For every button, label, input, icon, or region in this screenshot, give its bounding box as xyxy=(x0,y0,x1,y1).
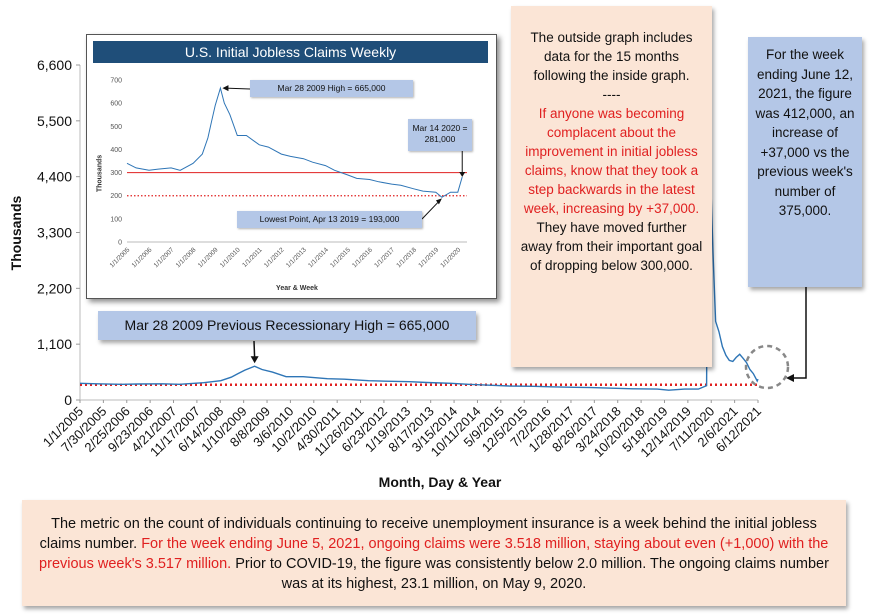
continuing-claims-text-1: The metric on the count of individuals c… xyxy=(39,516,817,552)
commentary-separator: ---- xyxy=(602,87,621,102)
inset-y-tick-label: 600 xyxy=(110,101,122,108)
commentary-box: The outside graph includes data for the … xyxy=(511,6,712,367)
main-y-tick-label: 0 xyxy=(64,392,72,408)
inset-x-tick-label: 1/1/2012 xyxy=(263,246,286,269)
inset-high-callout: Mar 28 2009 High = 665,000 xyxy=(250,80,413,97)
inset-y-axis-title: Thousands xyxy=(96,154,104,193)
week-ending-arrow xyxy=(792,287,807,379)
inset-low-arrow xyxy=(421,199,441,220)
inset-x-tick-label: 1/1/2007 xyxy=(153,246,176,269)
inset-chart-title: U.S. Initial Jobless Claims Weekly xyxy=(93,41,488,63)
main-y-tick-label: 4,400 xyxy=(37,169,72,185)
commentary-warning: If anyone was becoming complacent about … xyxy=(519,104,704,275)
commentary-warning-black: They have moved further away from their … xyxy=(520,220,703,273)
inset-y-tick-label: 0 xyxy=(118,240,122,247)
inset-x-tick-label: 1/1/2015 xyxy=(329,246,352,269)
inset-mar2020-callout-text: Mar 14 2020 = 281,000 xyxy=(412,123,468,144)
recession-high-callout-text: Mar 28 2009 Previous Recessionary High =… xyxy=(124,317,450,333)
inset-x-axis-title: Year & Week xyxy=(276,285,318,292)
inset-y-tick-label: 300 xyxy=(110,170,122,177)
inset-y-tick-label: 500 xyxy=(110,124,122,131)
inset-mar2020-arrow-head xyxy=(459,171,466,177)
main-y-tick-label: 1,100 xyxy=(37,336,72,352)
recession-high-callout: Mar 28 2009 Previous Recessionary High =… xyxy=(98,311,476,340)
inset-x-tick-label: 1/1/2020 xyxy=(439,246,462,269)
week-ending-arrow-head xyxy=(786,374,794,382)
inset-low-callout-text: Lowest Point, Apr 13 2019 = 193,000 xyxy=(259,214,400,224)
main-y-tick-label: 6,600 xyxy=(37,57,72,73)
main-y-tick-label: 2,200 xyxy=(37,280,72,296)
inset-y-tick-label: 100 xyxy=(110,216,122,223)
inset-x-tick-label: 1/1/2009 xyxy=(197,246,220,269)
inset-x-tick-label: 1/1/2010 xyxy=(219,246,242,269)
inset-high-callout-text: Mar 28 2009 High = 665,000 xyxy=(277,83,386,93)
commentary-outside-graph: The outside graph includes data for the … xyxy=(530,30,693,83)
inset-low-arrow-head xyxy=(435,198,442,205)
main-y-tick-label: 5,500 xyxy=(37,113,72,129)
continuing-claims-box: The metric on the count of individuals c… xyxy=(22,500,846,606)
inset-x-tick-label: 1/1/2019 xyxy=(417,246,440,269)
main-y-axis-title: Thousands xyxy=(8,195,24,271)
inset-x-tick-label: 1/1/2006 xyxy=(131,246,154,269)
latest-week-highlight-circle xyxy=(744,344,790,390)
inset-high-arrow-head xyxy=(222,85,229,92)
inset-x-tick-label: 1/1/2014 xyxy=(307,246,330,269)
inset-y-tick-label: 200 xyxy=(110,193,122,200)
inset-y-tick-label: 400 xyxy=(110,147,122,154)
week-ending-text: For the week ending June 12, 2021, the f… xyxy=(755,47,855,218)
inset-x-tick-label: 1/1/2017 xyxy=(373,246,396,269)
main-x-axis-title: Month, Day & Year xyxy=(378,474,502,490)
recession-arrow-head xyxy=(250,356,259,364)
inset-x-tick-label: 1/1/2008 xyxy=(175,246,198,269)
inset-chart-panel: U.S. Initial Jobless Claims Weekly 0 100 2… xyxy=(86,34,497,299)
recession-arrow xyxy=(253,340,256,359)
inset-x-tick-label: 1/1/2005 xyxy=(109,246,132,269)
inset-high-arrow xyxy=(225,87,251,90)
main-series-line xyxy=(79,87,759,391)
inset-y-tick-label: 700 xyxy=(110,78,122,85)
inset-mar2020-callout: Mar 14 2020 = 281,000 xyxy=(408,119,472,151)
inset-x-tick-label: 1/1/2018 xyxy=(395,246,418,269)
inset-series-line xyxy=(126,86,463,198)
inset-x-tick-label: 1/1/2013 xyxy=(285,246,308,269)
inset-low-callout: Lowest Point, Apr 13 2019 = 193,000 xyxy=(237,211,422,228)
continuing-claims-text-2: Prior to COVID-19, the figure was consis… xyxy=(231,556,829,592)
inset-x-tick-label: 1/1/2011 xyxy=(241,246,264,269)
commentary-warning-red: If anyone was becoming complacent about … xyxy=(523,106,700,216)
continuing-claims-text-red: For the week ending June 5, 2021, ongoin… xyxy=(39,536,829,572)
week-ending-box: For the week ending June 12, 2021, the f… xyxy=(748,37,862,287)
main-y-tick-label: 3,300 xyxy=(37,225,72,241)
inset-x-tick-label: 1/1/2016 xyxy=(351,246,374,269)
